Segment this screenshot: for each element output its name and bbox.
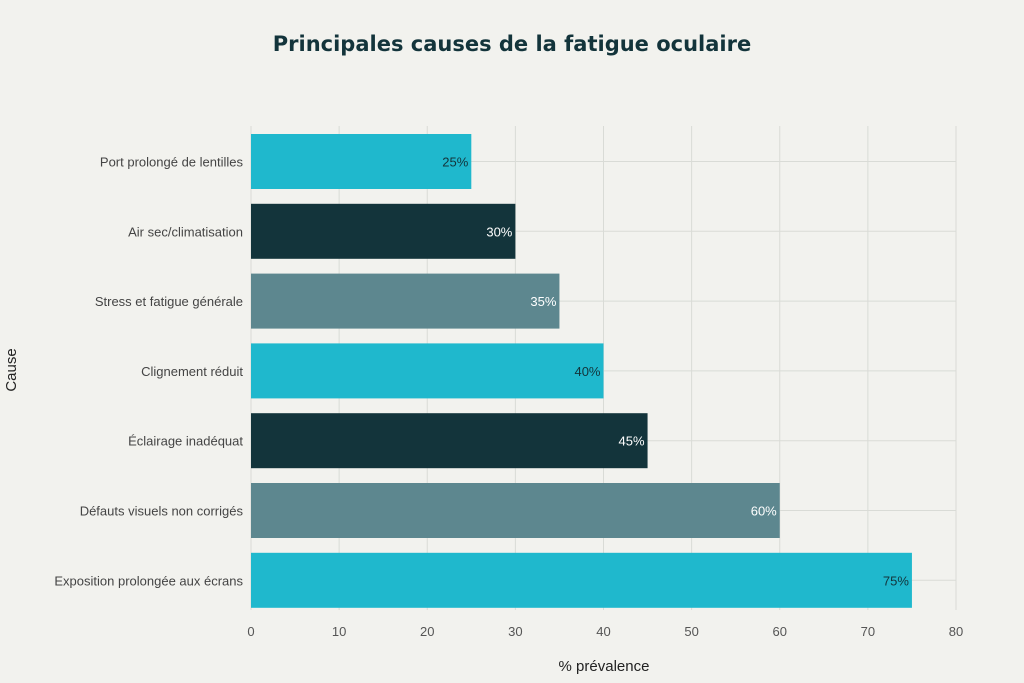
bar	[251, 552, 912, 608]
x-axis-title: % prévalence	[559, 658, 650, 675]
data-label: 25%	[442, 155, 468, 170]
data-label: 60%	[751, 504, 777, 519]
data-label: 40%	[574, 364, 600, 379]
category-label: Exposition prolongée aux écrans	[54, 573, 243, 588]
category-label: Défauts visuels non corrigés	[80, 504, 244, 519]
bar	[251, 343, 604, 399]
x-tick-label: 40	[596, 624, 610, 639]
data-label: 75%	[883, 573, 909, 588]
x-tick-label: 60	[773, 624, 787, 639]
category-labels: Port prolongé de lentilles Air sec/climat…	[54, 155, 243, 589]
data-label: 30%	[486, 224, 512, 239]
category-label: Air sec/climatisation	[128, 224, 243, 239]
x-tick-label: 50	[684, 624, 698, 639]
data-label: 35%	[530, 294, 556, 309]
category-label: Stress et fatigue générale	[95, 294, 243, 309]
bar	[251, 413, 648, 469]
x-tick-label: 30	[508, 624, 522, 639]
y-axis-title: Cause	[3, 348, 20, 391]
bar	[251, 273, 560, 329]
category-label: Port prolongé de lentilles	[100, 155, 244, 170]
bar	[251, 483, 780, 538]
x-tick-label: 80	[949, 624, 963, 639]
bars: 25% 30% 35% 40% 45% 60% 75%	[251, 134, 912, 608]
bar	[251, 134, 472, 189]
data-label: 45%	[619, 434, 645, 449]
bar	[251, 203, 516, 259]
x-tick-label: 10	[332, 624, 346, 639]
x-tick-label: 20	[420, 624, 434, 639]
x-tick-label: 70	[861, 624, 875, 639]
x-tick-labels: 0 10 20 30 40 50 60 70 80	[247, 624, 963, 639]
x-tick-label: 0	[247, 624, 254, 639]
category-label: Éclairage inadéquat	[128, 434, 243, 449]
category-label: Clignement réduit	[141, 364, 243, 379]
chart-title: Principales causes de la fatigue oculair…	[273, 32, 751, 56]
